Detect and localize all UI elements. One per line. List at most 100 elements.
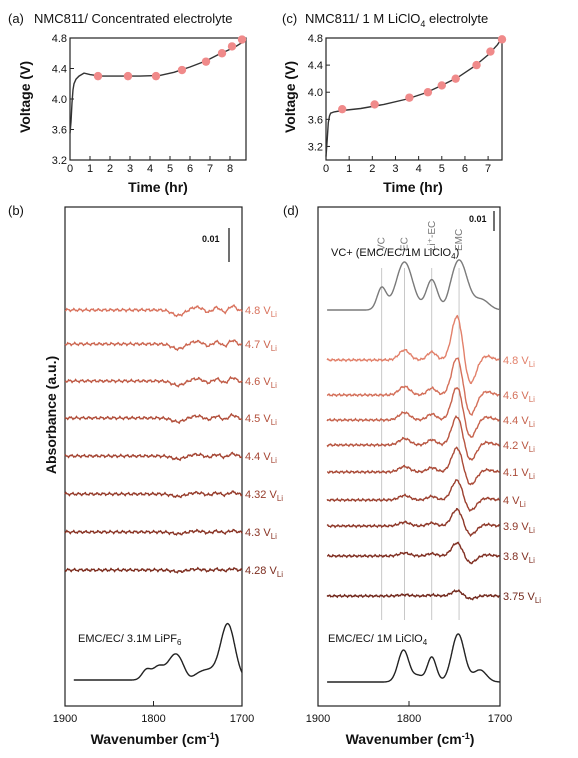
panel-b-reference-pre: EMC/EC/ 3.1M LiPF — [78, 633, 177, 645]
panel-d-trace-subscript: Li — [520, 500, 526, 509]
panel-b-scalebar-label: 0.01 — [202, 234, 220, 244]
panel-a-label: (a) — [8, 11, 24, 26]
panel-d-frame — [317, 206, 501, 707]
panel-d-vc-pre: VC+ (EMC/EC/1M LiClO — [331, 247, 452, 259]
panel-d-band-label: VC — [377, 237, 388, 251]
panel-d-trace-value: 3.8 V — [503, 551, 529, 563]
panel-b-trace-label: 4.6 VLi — [245, 376, 277, 390]
panel-d-trace-subscript: Li — [529, 472, 535, 481]
panel-c-xtick-label: 4 — [416, 163, 422, 175]
panel-d-trace — [327, 446, 500, 486]
panel-c-sampling-point — [486, 47, 495, 56]
panel-b-trace-subscript: Li — [271, 532, 277, 541]
panel-d-band-label: EMC — [454, 229, 465, 251]
panel-c-ylabel: Voltage (V) — [282, 61, 298, 133]
panel-b-trace-label: 4.8 VLi — [245, 305, 277, 319]
panel-d-trace-value: 3.9 V — [503, 521, 529, 533]
panel-d-trace-label: 4.4 VLi — [503, 415, 535, 429]
panel-d-trace-label: 3.8 VLi — [503, 551, 535, 565]
panel-b-label: (b) — [8, 203, 24, 218]
panel-d-trace-value: 4.2 V — [503, 440, 529, 452]
panel-d-trace-subscript: Li — [529, 360, 535, 369]
panel-c-label: (c) — [282, 11, 297, 26]
panel-b-trace-subscript: Li — [277, 494, 283, 503]
panel-d-xtick-label: 1700 — [488, 713, 512, 725]
panel-a-sampling-point — [177, 65, 187, 75]
panel-d-xtick-label: 1800 — [397, 713, 421, 725]
panel-d-trace-subscript: Li — [529, 526, 535, 535]
panel-d-vc-post: ) — [456, 247, 460, 259]
panel-a-ytick-label: 4.8 — [52, 33, 67, 45]
panel-b-trace-value: 4.7 V — [245, 339, 271, 351]
panel-d-trace — [326, 387, 501, 439]
panel-b-trace-value: 4.5 V — [245, 413, 271, 425]
panel-d-trace-label: 4.2 VLi — [503, 440, 535, 454]
panel-d-xtick-label: 1900 — [306, 713, 330, 725]
panel-b-trace-subscript: Li — [271, 418, 277, 427]
panel-b-ylabel: Absorbance (a.u.) — [43, 356, 59, 474]
panel-d: (d) VC EC Li⁺-EC EMC 1900 1800 1700 0.01 4.8 … — [283, 203, 541, 747]
panel-a-xtick-label: 1 — [87, 163, 93, 175]
panel-c-ytick-label: 3.6 — [308, 114, 323, 126]
panel-a: (a) NMC811/ Concentrated electrolyte 0 1 2… — [8, 11, 247, 195]
panel-a-sampling-point — [227, 42, 237, 51]
panel-d-trace-value: 4.6 V — [503, 390, 529, 402]
panel-a-ytick-label: 3.6 — [52, 125, 67, 137]
panel-b-trace-label: 4.7 VLi — [245, 339, 277, 353]
panel-a-sampling-point — [217, 49, 227, 58]
panel-c-sampling-point — [437, 81, 446, 90]
panel-d-trace-label: 4.6 VLi — [503, 390, 535, 404]
panel-b-xtick-label: 1700 — [230, 713, 254, 725]
panel-d-axes: 1900 1800 1700 — [306, 701, 512, 725]
panel-b-xtick-label: 1900 — [53, 713, 77, 725]
panel-d-trace — [326, 588, 500, 601]
panel-c-xtick-label: 2 — [369, 163, 375, 175]
panel-b-trace — [64, 412, 243, 425]
panel-d-xlabel: Wavenumber (cm-1) — [346, 731, 475, 747]
panel-a-ylabel: Voltage (V) — [17, 61, 33, 133]
panel-c-title: NMC811/ 1 M LiClO4 electrolyte — [305, 11, 488, 29]
panel-c-frame — [325, 37, 503, 161]
panel-b-trace-value: 4.4 V — [245, 451, 271, 463]
panel-a-xtick-label: 7 — [207, 163, 213, 175]
panel-a-xtick-label: 6 — [187, 163, 193, 175]
panel-d-xlabel-pre: Wavenumber (cm — [346, 731, 462, 747]
panel-d-vc-sub: 4 — [451, 252, 456, 261]
panel-c-sampling-point — [423, 88, 433, 97]
panel-a-sampling-point — [237, 35, 247, 44]
panel-d-trace-subscript: Li — [529, 556, 535, 565]
panel-d-reference-pre: EMC/EC/ 1M LiClO — [328, 633, 423, 645]
panel-c-sampling-point — [405, 93, 414, 102]
panel-a-xtick-label: 3 — [127, 163, 133, 175]
panel-b-trace — [64, 566, 243, 574]
panel-d-scalebar-label: 0.01 — [469, 214, 487, 224]
panel-d-vc-spectrum — [327, 259, 501, 311]
panel-b-xlabel-pre: Wavenumber (cm — [91, 731, 207, 747]
panel-a-xtick-label: 0 — [67, 163, 73, 175]
panel-b-trace-label: 4.28 VLi — [245, 565, 283, 579]
panel-b-trace-subscript: Li — [271, 344, 277, 353]
panel-d-trace — [326, 314, 501, 385]
panel-b-trace-label: 4.32 VLi — [245, 489, 283, 503]
panel-d-trace-value: 4.8 V — [503, 355, 529, 367]
panel-d-trace-value: 4.4 V — [503, 415, 529, 427]
panel-a-ytick-label: 4.4 — [52, 64, 67, 76]
panel-b-xlabel-post: ) — [215, 731, 220, 747]
panel-b-trace-subscript: Li — [271, 310, 277, 319]
panel-d-reference-label: EMC/EC/ 1M LiClO4 — [328, 633, 428, 647]
panel-b-trace-value: 4.6 V — [245, 376, 271, 388]
panel-d-band-label: EC — [399, 237, 410, 251]
panel-c-xtick-label: 3 — [392, 163, 398, 175]
panel-d-trace — [326, 478, 501, 513]
panel-b-trace — [64, 304, 243, 318]
panel-d-label: (d) — [283, 203, 299, 218]
panel-c-sampling-point — [451, 74, 460, 83]
panel-d-trace — [326, 507, 500, 537]
panel-c-title-pre: NMC811/ 1 M LiClO — [305, 11, 420, 26]
panel-b-trace-value: 4.3 V — [245, 527, 271, 539]
panel-c-sampling-point — [370, 100, 379, 109]
panel-b-xlabel: Wavenumber (cm-1) — [91, 731, 220, 747]
